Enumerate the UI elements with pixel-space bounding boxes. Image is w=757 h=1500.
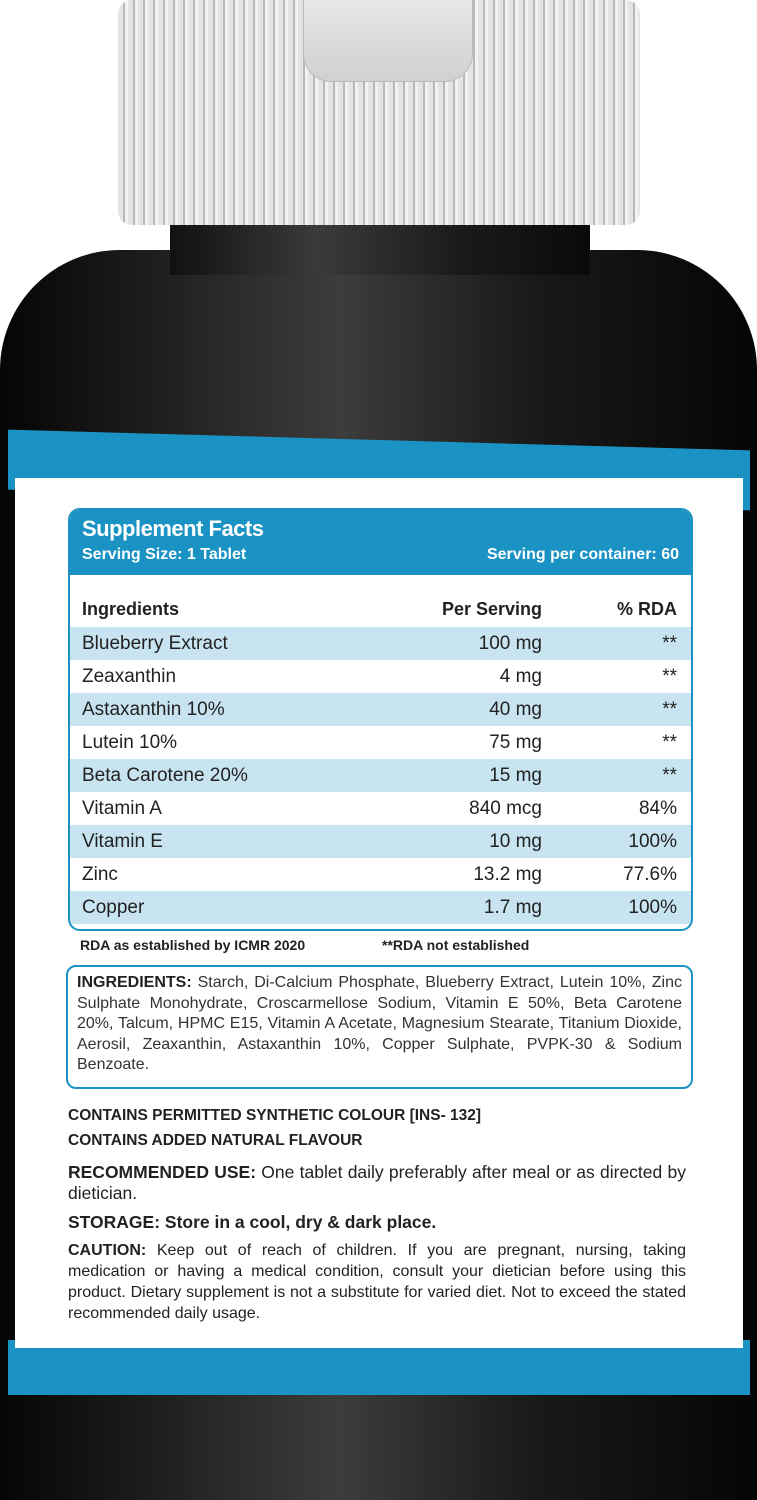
recommended-text: One tablet daily preferably after meal o… [68, 1162, 686, 1203]
facts-title: Supplement Facts [82, 516, 264, 541]
per-serving-value: 840 mcg [469, 797, 542, 819]
rda-value: 84% [638, 797, 677, 819]
per-serving-value: 75 mg [489, 731, 542, 753]
ingredient-name: Beta Carotene 20% [82, 764, 248, 786]
rda-value: ** [662, 731, 677, 753]
ingredient-name: Lutein 10% [82, 731, 178, 753]
ingredient-name: Zinc [82, 863, 118, 885]
col-ingredients: Ingredients [82, 598, 180, 619]
table-row: Blueberry Extract 100 mg ** [70, 627, 691, 660]
per-serving-value: 13.2 mg [473, 863, 542, 885]
per-serving-value: 10 mg [489, 830, 542, 852]
caution: CAUTION: Keep out of reach of children. … [68, 1240, 686, 1324]
per-serving-value: 100 mg [478, 632, 542, 654]
rda-value: ** [662, 632, 677, 654]
table-row: Astaxanthin 10% 40 mg ** [70, 693, 691, 726]
facts-header: Supplement Facts Serving Size: 1 Tablet … [70, 510, 691, 575]
rda-value: ** [662, 665, 677, 687]
col-per-serving: Per Serving [441, 598, 542, 619]
storage: STORAGE: Store in a cool, dry & dark pla… [68, 1212, 686, 1233]
rda-source-note: RDA as established by ICMR 2020 [80, 937, 306, 953]
recommended-label: RECOMMENDED USE: [68, 1162, 257, 1182]
ingredients-box: INGREDIENTS: Starch, Di-Calcium Phosphat… [66, 965, 693, 1089]
col-rda: % RDA [616, 598, 677, 619]
table-row: Copper 1.7 mg 100% [70, 891, 691, 924]
serving-size: Serving Size: 1 Tablet [82, 546, 247, 563]
rda-value: ** [662, 764, 677, 786]
table-row: Vitamin E 10 mg 100% [70, 825, 691, 858]
rda-value: ** [662, 698, 677, 720]
flavour-note: CONTAINS ADDED NATURAL FLAVOUR [68, 1132, 363, 1149]
per-serving-value: 40 mg [489, 698, 542, 720]
storage-label: STORAGE: [68, 1212, 161, 1232]
ingredients-label: INGREDIENTS: [77, 974, 192, 991]
storage-text: Store in a cool, dry & dark place. [160, 1212, 437, 1232]
rda-value: 100% [628, 830, 677, 852]
table-row: Lutein 10% 75 mg ** [70, 726, 691, 759]
supplement-facts-table: Supplement Facts Serving Size: 1 Tablet … [68, 508, 693, 931]
caution-label: CAUTION: [68, 1242, 147, 1259]
table-row: Vitamin A 840 mcg 84% [70, 792, 691, 825]
ingredient-name: Vitamin E [82, 830, 163, 852]
rda-value: 77.6% [623, 863, 677, 885]
ingredient-name: Zeaxanthin [82, 665, 177, 687]
caution-text: Keep out of reach of children. If you ar… [68, 1242, 686, 1322]
rda-value: 100% [628, 896, 677, 918]
ingredient-name: Copper [82, 896, 145, 918]
recommended-use: RECOMMENDED USE: One tablet daily prefer… [68, 1162, 686, 1204]
servings-per-container: Serving per container: 60 [486, 546, 679, 563]
bottle-neck [170, 215, 590, 275]
table-row: Beta Carotene 20% 15 mg ** [70, 759, 691, 792]
rda-na-note: **RDA not established [382, 937, 530, 953]
colour-note: CONTAINS PERMITTED SYNTHETIC COLOUR [INS… [68, 1107, 482, 1124]
per-serving-value: 1.7 mg [483, 896, 542, 918]
per-serving-value: 4 mg [499, 665, 542, 687]
ingredient-name: Astaxanthin 10% [82, 698, 225, 720]
per-serving-value: 15 mg [489, 764, 542, 786]
ingredient-name: Vitamin A [82, 797, 162, 819]
table-row: Zinc 13.2 mg 77.6% [70, 858, 691, 891]
table-row: Zeaxanthin 4 mg ** [70, 660, 691, 693]
bottle-cap [118, 0, 640, 225]
table-header-row: Ingredients Per Serving % RDA [70, 575, 691, 627]
ingredients-text: Starch, Di-Calcium Phosphate, Blueberry … [77, 974, 682, 1073]
label-band-bottom [8, 1340, 750, 1395]
ingredient-name: Blueberry Extract [82, 632, 228, 654]
cap-notch [303, 0, 473, 82]
